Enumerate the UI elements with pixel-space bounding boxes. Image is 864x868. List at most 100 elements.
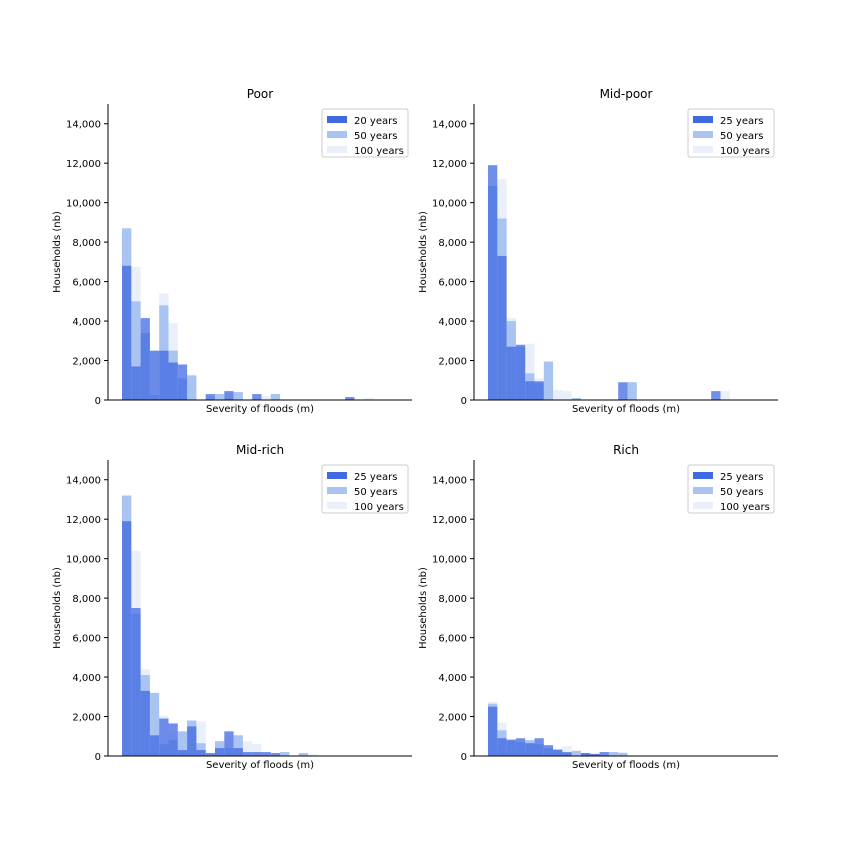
bar [149,692,160,756]
bar [280,752,290,756]
bar [131,608,141,756]
y-tick-label: 0 [461,396,467,407]
bar [363,398,374,400]
bar [233,748,243,756]
y-tick-label: 12,000 [66,515,101,526]
bar [571,398,581,400]
legend-label: 100 years [354,502,404,513]
legend-swatch [327,487,347,494]
bar [168,723,178,756]
bar [562,391,572,400]
bar [168,362,178,400]
y-tick-label: 2,000 [72,357,101,368]
bar [488,165,498,400]
bar [252,394,262,400]
panel-mid-rich: 0 2,000 4,000 6,000 8,000 10,000 12,000 14,000 M… [52,443,412,771]
y-tick-label: 0 [95,396,101,407]
bar [177,750,188,756]
bar [525,343,535,400]
bar [608,752,619,756]
bar [224,731,234,756]
y-tick-label: 8,000 [438,594,467,605]
bar [196,721,206,756]
x-axis-label: Severity of floods (m) [572,404,680,415]
bar [233,392,243,400]
bar [140,690,150,756]
bar [497,738,507,756]
bar [159,350,169,400]
bar [543,361,554,400]
bar [261,396,271,400]
legend-label: 50 years [354,131,397,142]
bar [131,301,141,400]
bar [233,735,243,756]
bar [515,344,526,400]
bar [177,731,188,756]
y-tick-label: 0 [461,752,467,763]
y-tick-label: 14,000 [66,476,101,487]
panel-mid-poor: 0 2,000 4,000 6,000 8,000 10,000 12,000 14,000 M… [418,87,778,415]
chart-title: Mid-poor [600,87,653,101]
legend-label: 25 years [354,472,397,483]
bar [534,738,544,756]
panel-poor: 0 2,000 4,000 6,000 8,000 10,000 12,000 14,000 P… [52,87,412,415]
bar [122,265,132,400]
y-axis-label: Households (nb) [418,567,429,649]
legend-label: 25 years [720,116,763,127]
y-tick-label: 14,000 [432,120,467,131]
bar [543,745,554,756]
y-tick-label: 2,000 [438,713,467,724]
y-tick-label: 8,000 [438,238,467,249]
bar [196,743,206,756]
bar [140,318,150,400]
y-axis-label: Households (nb) [418,211,429,293]
bar [270,394,281,400]
chart-title: Poor [247,87,273,101]
y-tick-label: 14,000 [66,120,101,131]
legend-swatch [693,131,713,138]
bar [261,752,271,756]
legend-swatch [327,502,347,509]
bar [345,397,355,400]
legend-swatch [693,116,713,123]
bar [131,366,141,400]
y-tick-label: 12,000 [66,159,101,170]
y-tick-label: 10,000 [66,199,101,210]
legend-swatch [327,116,347,123]
y-tick-label: 6,000 [438,634,467,645]
bar [205,394,215,400]
bar [553,750,563,756]
x-axis-label: Severity of floods (m) [206,404,314,415]
legend-label: 100 years [720,502,770,513]
bar [215,394,225,400]
bar [187,375,197,400]
legend-label: 100 years [354,146,404,157]
bar [205,753,215,756]
bar [242,741,253,756]
y-tick-label: 4,000 [438,317,467,328]
panel-rich: 0 2,000 4,000 6,000 8,000 10,000 12,000 14,000 R… [418,443,778,771]
bar [553,390,563,400]
legend-label: 100 years [720,146,770,157]
y-axis-label: Households (nb) [52,211,63,293]
y-tick-label: 8,000 [72,594,101,605]
bar [177,364,188,400]
bar [720,391,730,400]
bar [618,382,628,400]
y-tick-label: 2,000 [438,357,467,368]
y-tick-label: 0 [95,752,101,763]
bar [571,751,581,756]
bar [149,350,160,400]
bar [242,752,253,756]
bar [711,391,721,400]
legend-label: 50 years [354,487,397,498]
legend-swatch [693,487,713,494]
x-axis-label: Severity of floods (m) [572,760,680,771]
bar [618,753,628,756]
legend-label: 20 years [354,116,397,127]
bar [122,521,132,756]
legend-label: 50 years [720,131,763,142]
bar [515,738,526,756]
y-tick-label: 4,000 [72,673,101,684]
legend-swatch [693,502,713,509]
